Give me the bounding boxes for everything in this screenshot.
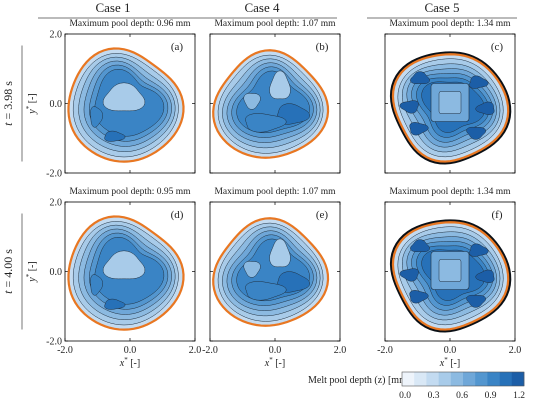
colorbar-frame xyxy=(401,371,525,387)
y-tick-label: 2.0 xyxy=(50,30,63,41)
panel-subtitle: Maximum pool depth: 1.34 mm xyxy=(389,19,511,29)
y-tick-label: 0.0 xyxy=(50,267,63,278)
x-axis-label: x* [-] xyxy=(119,356,140,369)
row-label-1: t = 3.98 s xyxy=(1,45,23,162)
column-headers: Case 1 Case 4 Case 5 xyxy=(38,0,517,19)
y-axis-label: y* [-] xyxy=(25,261,38,282)
pool-inner-features xyxy=(90,82,146,142)
panel-label: (d) xyxy=(171,209,184,221)
row-time-symbol: t xyxy=(1,290,15,294)
y-tick-label: -2.0 xyxy=(46,169,62,180)
colorbar-step xyxy=(426,372,439,386)
panel-d: Maximum pool depth: 0.95 mm 2.0 0.0 -2.0 y* … xyxy=(25,187,201,369)
panel-subtitle: Maximum pool depth: 0.96 mm xyxy=(69,19,191,29)
colorbar-step xyxy=(499,372,513,386)
melt-pool xyxy=(212,49,330,159)
panel-f: Maximum pool depth: 1.34 mm -2.0 0.0 2.0 x* … xyxy=(377,187,521,369)
y-tick-label: -2.0 xyxy=(46,337,62,348)
row-time-symbol: t xyxy=(1,122,15,126)
row-label-2: t = 4.00 s xyxy=(1,213,23,330)
melt-pool xyxy=(212,217,330,327)
colorbar-tick-label: 0.9 xyxy=(485,391,497,401)
x-tick-label: -2.0 xyxy=(202,345,218,356)
panel-label: (c) xyxy=(491,41,504,53)
melt-pool xyxy=(67,215,185,331)
svg-text:Case 4: Case 4 xyxy=(244,0,280,15)
column-header-1: Case 1 xyxy=(38,0,188,19)
y-tick-label: 0.0 xyxy=(50,99,63,110)
colorbar-step xyxy=(414,372,427,386)
panels: Maximum pool depth: 0.96 mm 2.0 0.0 -2.0 y* … xyxy=(25,19,521,369)
column-header-2: Case 4 xyxy=(187,0,337,19)
colorbar-tick-label: 0.6 xyxy=(456,391,468,401)
panel-subtitle: Maximum pool depth: 1.07 mm xyxy=(214,19,336,29)
panel-label: (b) xyxy=(316,41,329,53)
row-time-value: = 4.00 s xyxy=(1,249,15,291)
panel-label: (f) xyxy=(492,209,503,221)
axis-ticks xyxy=(64,33,196,174)
colorbar: Melt pool depth (z) [mm] 0.0 0.3 0.6 0.9 1.2 xyxy=(308,371,525,401)
axis-ticks xyxy=(64,201,196,342)
x-tick-label: -2.0 xyxy=(57,345,73,356)
axis-ticks xyxy=(384,201,516,342)
melt-pool xyxy=(389,51,512,165)
panel-a: Maximum pool depth: 0.96 mm 2.0 0.0 -2.0 y* … xyxy=(25,19,196,180)
pool-inner-features xyxy=(243,70,310,133)
melt-pool xyxy=(67,47,185,163)
x-tick-label: 2.0 xyxy=(509,345,522,356)
x-tick-label: -2.0 xyxy=(377,345,393,356)
pool-inner-features xyxy=(90,250,146,310)
panel-label: (a) xyxy=(171,41,184,53)
svg-text:t = 3.98 s: t = 3.98 s xyxy=(1,81,15,126)
pool-inner-features xyxy=(399,71,495,140)
colorbar-tick-label: 0.0 xyxy=(399,391,411,401)
svg-text:Case 1: Case 1 xyxy=(95,0,130,15)
colorbar-step xyxy=(402,372,415,386)
colorbar-title: Melt pool depth (z) [mm] xyxy=(308,375,410,386)
svg-text:t = 4.00 s: t = 4.00 s xyxy=(1,249,15,294)
panel-e: Maximum pool depth: 1.07 mm -2.0 0.0 2.0 x* … xyxy=(202,187,346,369)
panel-subtitle: Maximum pool depth: 1.34 mm xyxy=(389,187,511,197)
row-labels: t = 3.98 st = 4.00 s xyxy=(1,45,23,330)
colorbar-step xyxy=(438,372,452,386)
x-tick-label: 0.0 xyxy=(124,345,137,356)
pool-inner-features xyxy=(399,239,495,308)
column-header-3: Case 5 xyxy=(367,0,517,19)
x-tick-label: 0.0 xyxy=(269,345,282,356)
x-tick-label: 0.0 xyxy=(444,345,457,356)
x-axis-label: x* [-] xyxy=(264,356,285,369)
colorbar-step xyxy=(450,372,464,386)
colorbar-tick-label: 0.3 xyxy=(428,391,440,401)
panel-subtitle: Maximum pool depth: 1.07 mm xyxy=(214,187,336,197)
x-axis-label: x* [-] xyxy=(439,356,460,369)
panel-label: (e) xyxy=(316,209,329,221)
pool-inner-features xyxy=(243,238,310,301)
colorbar-step xyxy=(511,372,525,386)
y-tick-label: 2.0 xyxy=(50,198,63,209)
colorbar-step xyxy=(475,372,488,386)
colorbar-step xyxy=(487,372,500,386)
axis-ticks xyxy=(209,201,341,342)
x-tick-label: 2.0 xyxy=(334,345,347,356)
axis-ticks xyxy=(209,33,341,174)
y-axis-label: y* [-] xyxy=(25,93,38,114)
melt-pool xyxy=(389,219,512,333)
svg-text:Case 5: Case 5 xyxy=(424,0,459,15)
panel-b: Maximum pool depth: 1.07 mm (b) xyxy=(209,19,341,174)
panel-subtitle: Maximum pool depth: 0.95 mm xyxy=(69,187,191,197)
colorbar-tick-label: 1.2 xyxy=(513,391,525,401)
panel-c: Maximum pool depth: 1.34 mm (c) xyxy=(384,19,516,174)
axis-ticks xyxy=(384,33,516,174)
row-time-value: = 3.98 s xyxy=(1,81,15,123)
colorbar-step xyxy=(463,372,476,386)
x-tick-label: 2.0 xyxy=(189,345,202,356)
